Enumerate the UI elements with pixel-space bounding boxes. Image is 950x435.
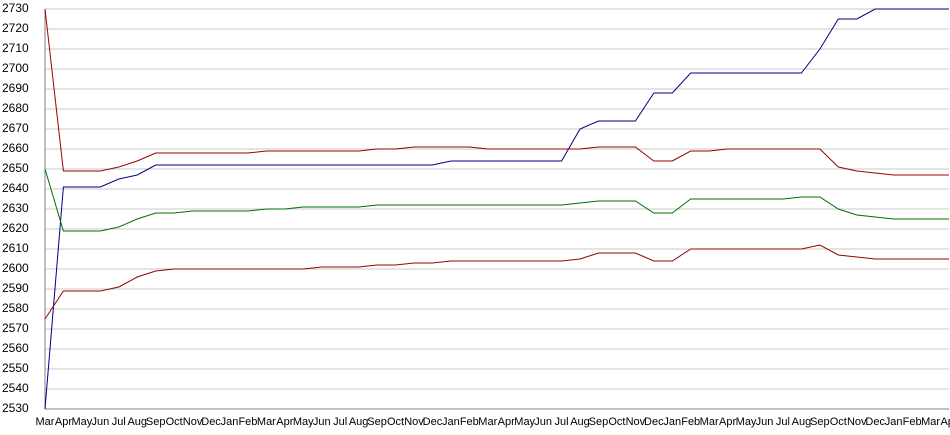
x-tick-label: Mar bbox=[921, 416, 940, 428]
x-tick-label: Dec bbox=[644, 416, 664, 428]
series-line bbox=[44, 8, 949, 176]
x-tick-label: Nov bbox=[847, 416, 867, 428]
x-tick-label: Feb bbox=[460, 416, 479, 428]
x-tick-label: Jul bbox=[112, 416, 126, 428]
x-tick-label: Mar bbox=[36, 416, 55, 428]
x-tick-label: May bbox=[736, 416, 757, 428]
series-line bbox=[44, 244, 949, 320]
y-tick-label: 2650 bbox=[2, 161, 29, 175]
y-tick-label: 2600 bbox=[2, 261, 29, 275]
x-tick-label: Dec bbox=[423, 416, 443, 428]
y-tick-label: 2630 bbox=[2, 201, 29, 215]
x-tick-label: Mar bbox=[257, 416, 276, 428]
y-tick-label: 2700 bbox=[2, 61, 29, 75]
x-tick-label: Apr bbox=[498, 416, 515, 428]
x-tick-label: Aug bbox=[570, 416, 590, 428]
series-line bbox=[44, 8, 949, 410]
x-tick-label: Apr bbox=[940, 416, 950, 428]
x-tick-label: Jul bbox=[776, 416, 790, 428]
x-tick-label: Jul bbox=[555, 416, 569, 428]
y-tick-label: 2690 bbox=[2, 81, 29, 95]
y-tick-label: 2550 bbox=[2, 361, 29, 375]
y-tick-label: 2660 bbox=[2, 141, 29, 155]
x-tick-label: Apr bbox=[719, 416, 736, 428]
x-tick-label: Mar bbox=[478, 416, 497, 428]
x-tick-label: Oct bbox=[166, 416, 183, 428]
y-tick-label: 2680 bbox=[2, 101, 29, 115]
x-tick-label: Dec bbox=[865, 416, 885, 428]
y-tick-label: 2590 bbox=[2, 281, 29, 295]
y-tick-label: 2580 bbox=[2, 301, 29, 315]
x-tick-label: May bbox=[293, 416, 314, 428]
x-tick-label: Sep bbox=[146, 416, 166, 428]
y-tick-label: 2720 bbox=[2, 21, 29, 35]
x-tick-label: Sep bbox=[367, 416, 387, 428]
y-tick-label: 2670 bbox=[2, 121, 29, 135]
x-tick-label: Apr bbox=[55, 416, 72, 428]
y-tick-label: 2710 bbox=[2, 41, 29, 55]
y-tick-label: 2620 bbox=[2, 221, 29, 235]
x-tick-label: Aug bbox=[349, 416, 369, 428]
x-tick-label: Apr bbox=[276, 416, 293, 428]
x-tick-label: Sep bbox=[810, 416, 830, 428]
x-tick-label: Feb bbox=[681, 416, 700, 428]
x-tick-label: Jan bbox=[885, 416, 903, 428]
x-tick-label: Nov bbox=[626, 416, 646, 428]
y-tick-label: 2540 bbox=[2, 381, 29, 395]
x-tick-label: Aug bbox=[127, 416, 147, 428]
x-tick-label: Feb bbox=[238, 416, 257, 428]
y-tick-label: 2560 bbox=[2, 341, 29, 355]
x-tick-label: Aug bbox=[792, 416, 812, 428]
x-tick-label: Oct bbox=[830, 416, 847, 428]
x-tick-label: Jan bbox=[442, 416, 460, 428]
x-tick-label: Jun bbox=[91, 416, 109, 428]
y-tick-label: 2730 bbox=[2, 1, 29, 15]
y-tick-label: 2530 bbox=[2, 401, 29, 415]
x-tick-label: Sep bbox=[589, 416, 609, 428]
y-tick-label: 2570 bbox=[2, 321, 29, 335]
x-tick-label: Dec bbox=[201, 416, 221, 428]
y-tick-label: 2610 bbox=[2, 241, 29, 255]
y-tick-label: 2640 bbox=[2, 181, 29, 195]
series-line bbox=[44, 168, 949, 232]
x-tick-label: Nov bbox=[404, 416, 424, 428]
x-tick-label: Jan bbox=[221, 416, 239, 428]
x-tick-label: Nov bbox=[183, 416, 203, 428]
x-tick-label: May bbox=[514, 416, 535, 428]
x-tick-label: Mar bbox=[700, 416, 719, 428]
x-tick-label: Jun bbox=[756, 416, 774, 428]
x-tick-label: Jun bbox=[534, 416, 552, 428]
x-tick-label: Oct bbox=[608, 416, 625, 428]
x-tick-label: Jun bbox=[313, 416, 331, 428]
x-tick-label: Oct bbox=[387, 416, 404, 428]
x-tick-label: Feb bbox=[903, 416, 922, 428]
x-tick-label: May bbox=[72, 416, 93, 428]
x-tick-label: Jul bbox=[333, 416, 347, 428]
x-tick-label: Jan bbox=[663, 416, 681, 428]
